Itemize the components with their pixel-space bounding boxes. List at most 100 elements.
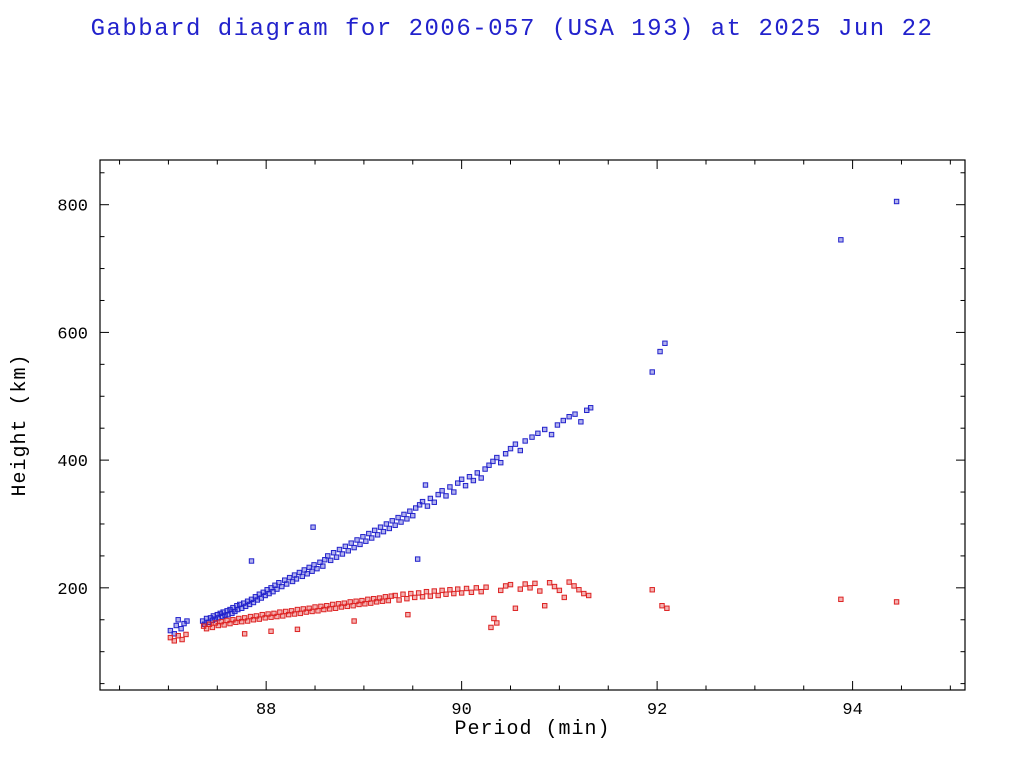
apogee-point	[662, 340, 668, 346]
perigee-point	[347, 599, 353, 605]
perigee-point	[435, 592, 441, 599]
perigee-point	[359, 597, 365, 604]
perigee-point	[376, 595, 383, 601]
perigee-point	[581, 590, 587, 597]
apogee-point	[507, 445, 514, 452]
perigee-point	[324, 603, 330, 609]
apogee-point	[439, 488, 445, 494]
apogee-point	[404, 516, 410, 522]
perigee-point	[203, 625, 210, 632]
perigee-point	[365, 596, 371, 603]
perigee-point	[379, 598, 386, 604]
perigee-point	[271, 610, 277, 617]
apogee-point	[274, 586, 280, 592]
perigee-point	[239, 618, 245, 625]
perigee-point	[838, 596, 844, 603]
apogee-point	[309, 568, 315, 574]
apogee-point	[320, 563, 326, 569]
apogee-point	[383, 521, 390, 527]
apogee-point	[494, 454, 500, 461]
apogee-point	[435, 491, 441, 498]
apogee-point	[357, 541, 363, 548]
apogee-point	[395, 514, 401, 521]
perigee-point	[280, 613, 286, 619]
perigee-point	[167, 634, 174, 641]
perigee-point	[427, 593, 434, 599]
perigee-point	[494, 620, 500, 626]
apogee-point	[369, 535, 375, 541]
perigee-point	[458, 590, 465, 596]
perigee-point	[498, 587, 504, 594]
perigee-point	[400, 591, 406, 597]
perigee-point	[542, 603, 548, 609]
perigee-point	[329, 601, 336, 608]
perigee-point	[247, 613, 254, 620]
apogee-point	[424, 503, 431, 509]
perigee-point	[512, 605, 519, 611]
perigee-point	[300, 606, 306, 612]
perigee-point	[447, 587, 453, 593]
perigee-point	[351, 618, 357, 624]
x-tick-label: 88	[256, 701, 276, 720]
apogee-point	[276, 580, 282, 586]
perigee-point	[370, 595, 377, 602]
apogee-point	[838, 237, 844, 243]
perigee-point	[256, 616, 263, 622]
perigee-point	[522, 581, 528, 587]
perigee-point	[175, 633, 181, 639]
perigee-point	[288, 608, 295, 614]
perigee-point	[664, 605, 670, 611]
apogee-point	[427, 495, 434, 502]
perigee-point	[268, 614, 274, 620]
apogee-point	[366, 530, 372, 537]
apogee-point	[351, 544, 357, 551]
apogee-point	[431, 499, 437, 505]
apogee-point	[173, 622, 179, 629]
apogee-point	[310, 524, 316, 530]
apogee-point	[474, 470, 480, 476]
perigee-point	[556, 587, 563, 594]
apogee-point	[407, 508, 413, 514]
perigee-point	[350, 603, 356, 609]
perigee-point	[473, 585, 479, 591]
apogee-point	[398, 519, 404, 525]
apogee-point	[470, 477, 477, 484]
apogee-point	[386, 525, 393, 532]
apogee-point	[413, 505, 419, 511]
perigee-point	[209, 624, 216, 631]
plot-frame	[99, 159, 966, 691]
apogee-point	[325, 553, 331, 559]
perigee-point	[233, 619, 239, 626]
y-tick-label: 200	[57, 581, 88, 600]
y-axis-label: Height (km)	[9, 353, 32, 497]
perigee-point	[283, 608, 289, 615]
apogee-point	[893, 198, 900, 205]
apogee-point	[502, 451, 509, 457]
perigee-point	[215, 622, 221, 629]
apogee-point	[293, 576, 300, 582]
x-tick-label: 94	[842, 701, 862, 720]
apogee-point	[490, 458, 496, 465]
apogee-point	[482, 466, 488, 472]
apogee-point	[414, 556, 421, 562]
perigee-point	[244, 618, 251, 624]
apogee-point	[371, 527, 378, 534]
apogee-point	[333, 554, 340, 560]
perigee-point	[368, 600, 374, 606]
apogee-point	[498, 459, 504, 466]
apogee-point	[327, 557, 334, 564]
apogee-point	[517, 447, 523, 454]
perigee-point	[306, 605, 312, 611]
perigee-point	[353, 598, 359, 604]
apogee-point	[363, 538, 369, 544]
perigee-point	[455, 586, 461, 592]
perigee-point	[268, 628, 274, 634]
perigee-point	[586, 592, 592, 599]
apogee-point	[657, 348, 663, 355]
perigee-point	[309, 608, 315, 615]
perigee-point	[262, 615, 268, 621]
perigee-point	[373, 599, 380, 605]
perigee-point	[356, 601, 362, 608]
perigee-point	[419, 594, 426, 600]
